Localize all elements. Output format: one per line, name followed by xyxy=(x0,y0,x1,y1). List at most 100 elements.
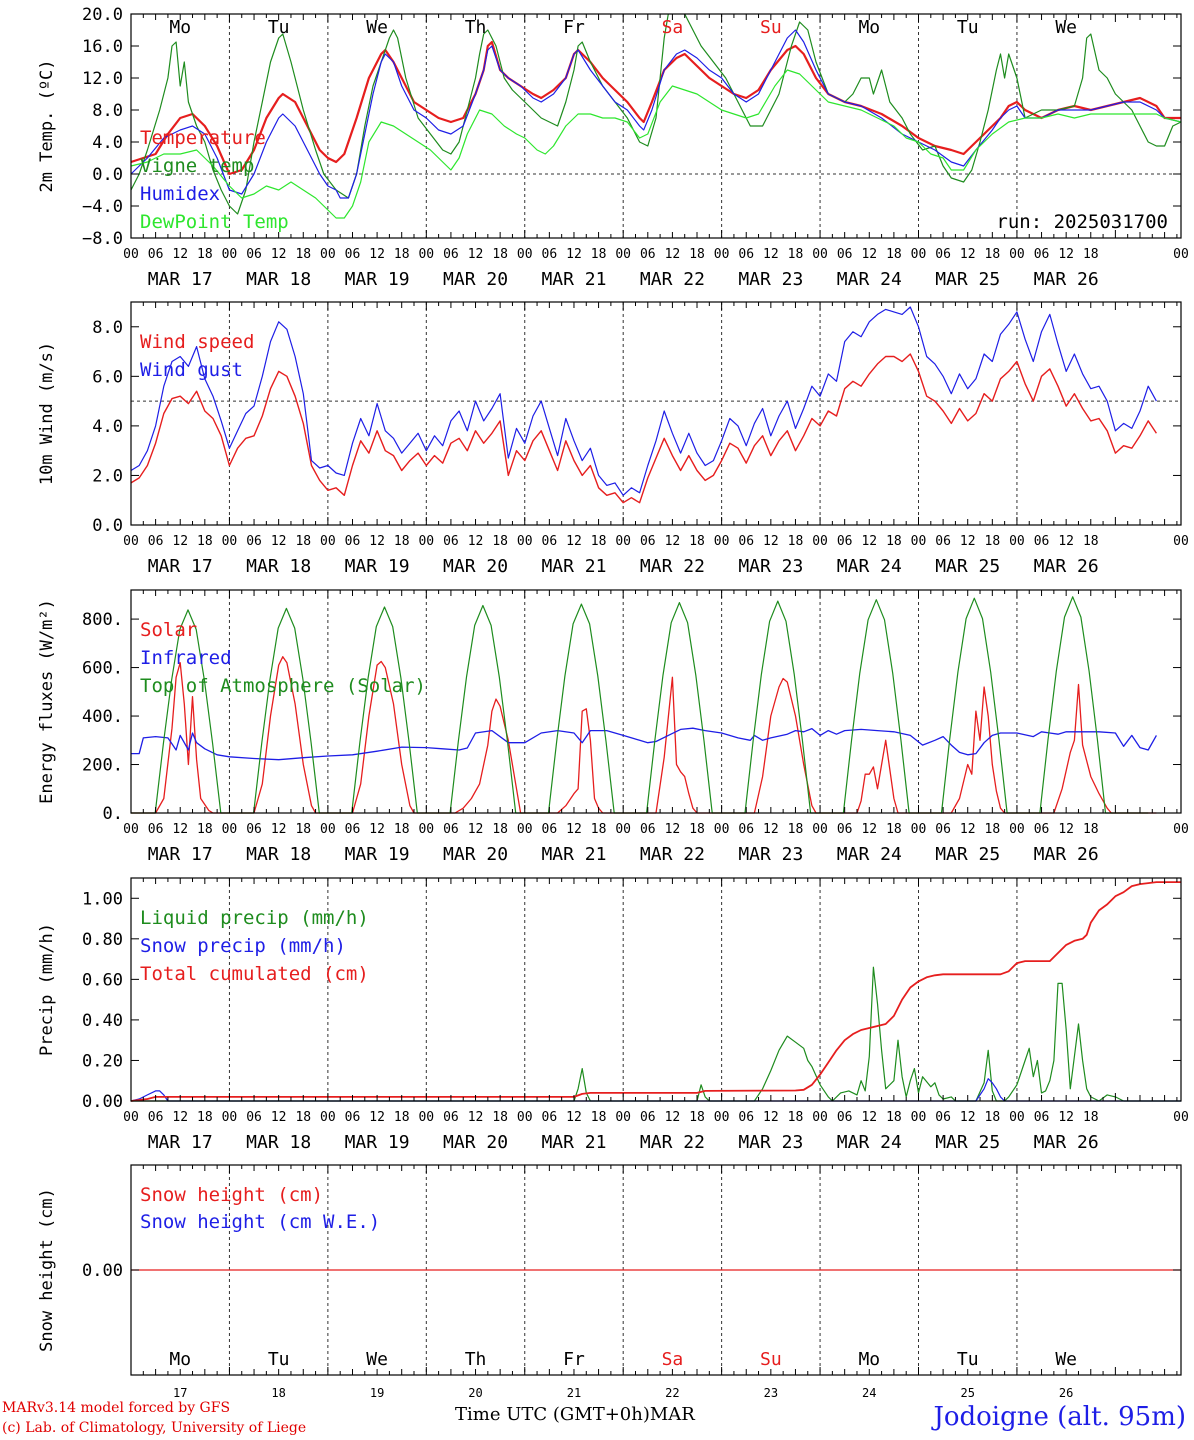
y-axis-label: 10m Wind (m/s) xyxy=(37,342,57,485)
hour-tick-label: 00 xyxy=(222,247,238,262)
y-tick-label: 6.0 xyxy=(92,367,123,387)
hour-tick-label: 18 xyxy=(492,247,508,262)
hour-tick-label: 18 xyxy=(197,822,213,837)
month-label: MAR xyxy=(649,1404,695,1425)
hour-tick-label: 12 xyxy=(763,822,779,837)
y-tick-label: 0.20 xyxy=(82,1051,123,1071)
hour-tick-label: 06 xyxy=(443,534,459,549)
date-label: MAR 26 xyxy=(1034,269,1099,290)
y-tick-label: 400. xyxy=(82,707,123,727)
hour-tick-label: 12 xyxy=(1058,822,1074,837)
date-label: MAR 20 xyxy=(443,844,508,865)
hour-tick-label: 18 xyxy=(886,1110,902,1125)
hour-tick-label: 18 xyxy=(1083,822,1099,837)
hour-tick-label: 06 xyxy=(148,822,164,837)
hour-tick-label: 12 xyxy=(861,822,877,837)
hour-tick-label: 00 xyxy=(123,1110,139,1125)
hour-tick-label: 00 xyxy=(1009,534,1025,549)
hour-tick-label: 06 xyxy=(640,822,656,837)
hour-tick-label: 12 xyxy=(271,822,287,837)
y-tick-label: 4.0 xyxy=(92,133,123,153)
hour-tick-label: 00 xyxy=(418,247,434,262)
weekday-label: Tu xyxy=(957,17,979,38)
date-label: MAR 21 xyxy=(541,1132,606,1153)
y-tick-label: 800. xyxy=(82,610,123,630)
hour-tick-label: 06 xyxy=(542,822,558,837)
y-tick-label: 600. xyxy=(82,659,123,679)
hour-tick-label: 00 xyxy=(615,247,631,262)
weekday-label: We xyxy=(366,17,388,38)
hour-tick-label: 18 xyxy=(689,822,705,837)
date-label: MAR 25 xyxy=(935,269,1000,290)
weekday-label: Tu xyxy=(957,1349,979,1370)
legend-entry: DewPoint Temp xyxy=(140,211,289,233)
date-label: MAR 21 xyxy=(541,556,606,577)
date-label: MAR 23 xyxy=(738,556,803,577)
weekday-label: Tu xyxy=(268,1349,290,1370)
hour-tick-label: 12 xyxy=(271,1110,287,1125)
hour-tick-label: 12 xyxy=(566,247,582,262)
y-tick-label: 0.80 xyxy=(82,930,123,950)
hour-tick-label: 00 xyxy=(1173,247,1189,262)
y-tick-label: 0.40 xyxy=(82,1011,123,1031)
hour-tick-label: 18 xyxy=(295,1110,311,1125)
hour-tick-label: 00 xyxy=(418,822,434,837)
hour-tick-label: 00 xyxy=(1173,534,1189,549)
day-number-label: 21 xyxy=(567,1386,581,1400)
legend-entry: Total cumulated (cm) xyxy=(140,963,369,985)
hour-tick-label: 12 xyxy=(369,1110,385,1125)
panel-2: 0.0 2.0 4.0 6.0 8.0 10m Wind (m/s) Wind speed W… xyxy=(37,301,1189,577)
date-label: MAR 19 xyxy=(345,1132,410,1153)
hour-tick-label: 00 xyxy=(517,534,533,549)
day-number-label: 19 xyxy=(370,1386,384,1400)
hour-tick-label: 12 xyxy=(960,534,976,549)
y-tick-label: 0.00 xyxy=(82,1092,123,1112)
hour-tick-label: 18 xyxy=(1083,534,1099,549)
weekday-label: Mo xyxy=(858,17,880,38)
date-label: MAR 18 xyxy=(246,844,311,865)
series-line-wind-speed xyxy=(130,353,1157,504)
y-tick-label: 4.0 xyxy=(92,417,123,437)
hour-tick-label: 00 xyxy=(615,822,631,837)
date-label: MAR 26 xyxy=(1034,556,1099,577)
date-label: MAR 21 xyxy=(541,269,606,290)
legend-entry: Wind speed xyxy=(140,331,254,353)
hour-tick-label: 00 xyxy=(123,247,139,262)
panel-4: 0.00 0.20 0.40 0.60 0.80 1.00 Precip (mm/h) Liq… xyxy=(37,877,1189,1153)
y-axis-label: Energy fluxes (W/m²) xyxy=(37,599,57,804)
y-tick-label: 0.60 xyxy=(82,970,123,990)
weekday-label: We xyxy=(366,1349,388,1370)
date-label: MAR 20 xyxy=(443,269,508,290)
hour-tick-label: 06 xyxy=(935,822,951,837)
hour-tick-label: 00 xyxy=(222,1110,238,1125)
day-number-label: 22 xyxy=(665,1386,679,1400)
hour-tick-label: 06 xyxy=(148,534,164,549)
y-tick-label: 0.0 xyxy=(92,165,123,185)
hour-tick-label: 00 xyxy=(1173,1110,1189,1125)
date-label: MAR 24 xyxy=(837,556,902,577)
hour-tick-label: 00 xyxy=(911,534,927,549)
hour-tick-label: 12 xyxy=(665,534,681,549)
hour-tick-label: 18 xyxy=(591,1110,607,1125)
hour-tick-label: 06 xyxy=(345,534,361,549)
day-number-label: 26 xyxy=(1059,1386,1073,1400)
plot-frame xyxy=(130,589,1182,814)
series-line-wind-gust xyxy=(130,306,1157,496)
hour-tick-label: 06 xyxy=(246,247,262,262)
date-label: MAR 19 xyxy=(345,556,410,577)
hour-tick-label: 18 xyxy=(689,1110,705,1125)
legend-entry: Wind gust xyxy=(140,359,243,381)
date-label: MAR 23 xyxy=(738,844,803,865)
hour-tick-label: 12 xyxy=(861,534,877,549)
y-tick-label: 8.0 xyxy=(92,318,123,338)
hour-tick-label: 00 xyxy=(418,1110,434,1125)
hour-tick-label: 06 xyxy=(443,1110,459,1125)
hour-tick-label: 06 xyxy=(738,534,754,549)
hour-tick-label: 12 xyxy=(172,1110,188,1125)
weekday-label: Su xyxy=(760,1349,782,1370)
hour-tick-label: 12 xyxy=(1058,247,1074,262)
hour-tick-label: 06 xyxy=(345,247,361,262)
hour-tick-label: 12 xyxy=(369,534,385,549)
hour-tick-label: 18 xyxy=(788,1110,804,1125)
